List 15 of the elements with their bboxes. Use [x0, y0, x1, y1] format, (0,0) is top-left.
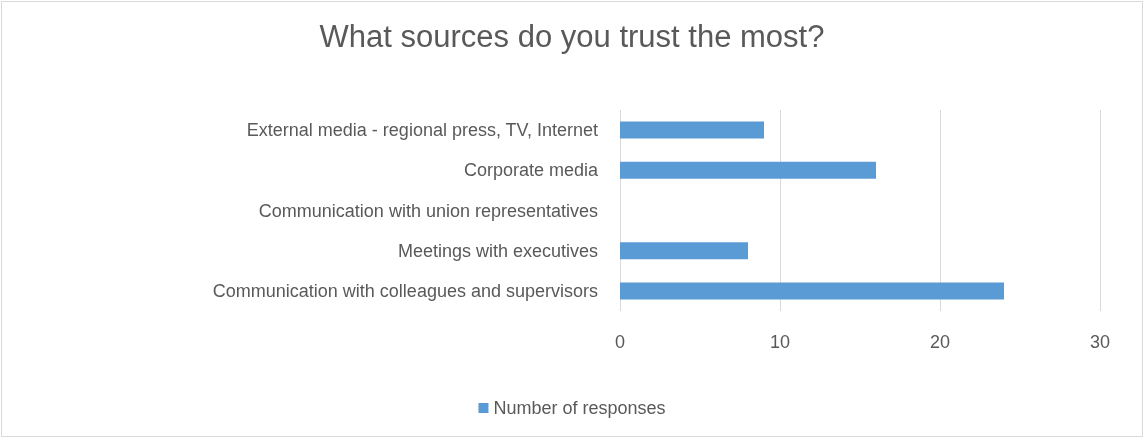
y-tick-label: External media - regional press, TV, Internet [246, 120, 598, 141]
x-tick-label: 20 [929, 332, 951, 352]
bar [620, 282, 1004, 300]
y-tick-label: Communication with colleagues and supervisors [212, 280, 598, 301]
bar [620, 161, 876, 179]
x-tick-label: 30 [1089, 332, 1111, 352]
y-tick-label: Communication with union representatives [258, 200, 598, 221]
x-tick-label: 10 [769, 332, 791, 352]
bar [620, 121, 764, 139]
y-tick-label: Corporate media [463, 160, 599, 181]
legend-label: Number of responses [493, 398, 666, 418]
bar [620, 242, 748, 260]
chart-title: What sources do you trust the most? [319, 19, 825, 54]
x-tick-label: 0 [614, 332, 626, 352]
y-tick-label: Meetings with executives [397, 240, 598, 261]
